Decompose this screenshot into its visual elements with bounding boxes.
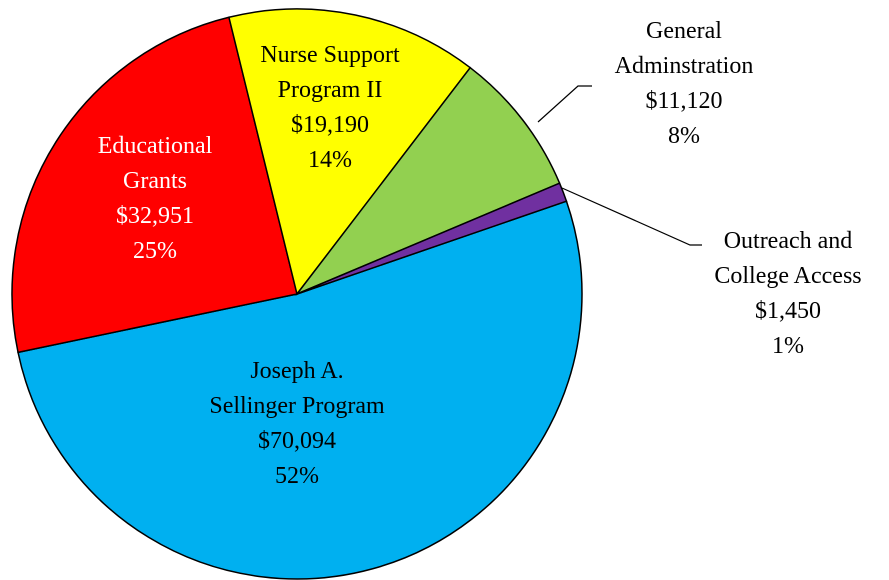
percent-label: 52% (275, 463, 319, 489)
value-label: $11,120 (645, 88, 722, 114)
pie-slice (296, 182, 568, 295)
label-line: Joseph A. (250, 358, 343, 384)
label-line: Program II (278, 77, 383, 103)
category-label: Joseph A. Sellinger Program (209, 358, 385, 419)
label-line: Educational (98, 133, 213, 159)
leader-line (537, 85, 592, 123)
leader-line (561, 187, 702, 246)
pie-slice (228, 8, 472, 296)
category-label: Nurse Support Program II (260, 42, 400, 103)
label-line: General (646, 18, 722, 44)
category-label: Educational Grants (98, 133, 213, 194)
pie-slice (17, 200, 583, 580)
pie-slice (11, 16, 298, 354)
label-line: Grants (123, 168, 187, 194)
value-label: $32,951 (116, 203, 194, 229)
percent-label: 25% (133, 238, 177, 264)
percent-label: 14% (308, 147, 352, 173)
value-label: $19,190 (291, 112, 369, 138)
label-line: Sellinger Program (209, 393, 385, 419)
category-label: General Adminstration (615, 18, 754, 79)
label-line: Adminstration (615, 53, 754, 79)
value-label: $1,450 (755, 298, 821, 324)
value-label: $70,094 (258, 428, 336, 454)
category-label: Outreach and College Access (714, 228, 861, 289)
label-line: Outreach and (724, 228, 853, 254)
percent-label: 1% (772, 333, 804, 359)
percent-label: 8% (668, 123, 700, 149)
label-line: College Access (714, 263, 861, 289)
label-line: Nurse Support (260, 42, 400, 68)
pie-slice (294, 66, 561, 296)
